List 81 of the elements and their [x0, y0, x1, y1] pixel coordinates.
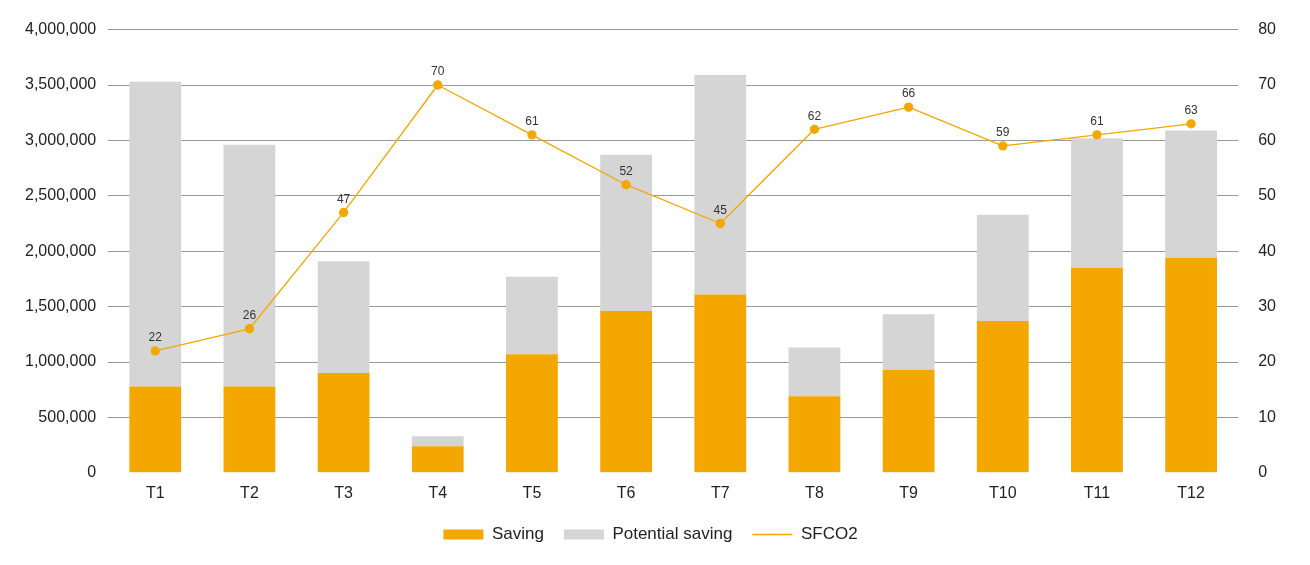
y2-tick-label: 50: [1258, 186, 1277, 204]
bar: [506, 276, 558, 355]
point: [433, 80, 443, 90]
point: [150, 346, 160, 356]
bar: [788, 347, 841, 397]
bar: [317, 261, 370, 374]
y-tick-label: 1,000,000: [24, 352, 97, 370]
y2-tick-label: 80: [1258, 20, 1277, 38]
data-label: 59: [996, 125, 1010, 140]
data-label: 62: [807, 108, 822, 123]
point: [715, 218, 725, 229]
y2-tick-label: 40: [1258, 241, 1277, 259]
point: [527, 130, 537, 140]
data-label: 61: [1090, 114, 1104, 129]
x-tick-label: T5: [522, 483, 542, 501]
x-tick-label: T10: [988, 483, 1017, 501]
point: [1092, 130, 1102, 140]
y-tick-label: 0: [87, 463, 97, 481]
point: [621, 180, 631, 190]
x-tick-label: T8: [805, 483, 824, 501]
legend-label: Saving: [491, 524, 544, 544]
y2-tick-label: 30: [1258, 297, 1277, 315]
bar: [694, 294, 747, 473]
y-tick-label: 1,500,000: [24, 297, 97, 315]
point: [1186, 119, 1196, 129]
bar: [317, 373, 370, 473]
bar: [1071, 267, 1123, 473]
bar: [411, 436, 464, 447]
bar: [788, 396, 841, 473]
bar: [506, 354, 558, 473]
bar: [882, 369, 935, 473]
y-tick-label: 500,000: [38, 407, 97, 425]
y-tick-label: 2,500,000: [24, 186, 97, 204]
bar: [976, 214, 1029, 321]
point: [244, 324, 255, 334]
bar: [882, 314, 935, 370]
point: [338, 207, 349, 218]
x-tick-label: T12: [1177, 483, 1205, 501]
x-tick-label: T11: [1083, 483, 1111, 501]
data-label: 22: [148, 330, 163, 345]
x-tick-label: T7: [710, 483, 730, 501]
x-tick-label: T6: [616, 483, 636, 501]
y2-tick-label: 20: [1258, 352, 1277, 370]
bar: [223, 144, 276, 387]
x-tick-label: T1: [145, 483, 165, 501]
legend-label: Potential saving: [612, 524, 733, 544]
y-tick-label: 3,500,000: [24, 75, 97, 93]
y-tick-label: 3,000,000: [24, 130, 97, 148]
y2-tick-label: 0: [1258, 463, 1268, 481]
y2-tick-label: 60: [1258, 130, 1277, 148]
data-label: 26: [242, 308, 257, 323]
y-tick-label: 4,000,000: [24, 20, 97, 38]
bar: [129, 81, 182, 387]
bar: [600, 311, 652, 473]
legend-label: SFCO2: [800, 524, 858, 544]
y2-tick-label: 70: [1258, 75, 1277, 93]
x-tick-label: T4: [428, 483, 448, 501]
y2-tick-label: 10: [1258, 407, 1277, 425]
bar: [1071, 138, 1123, 268]
data-label: 70: [431, 64, 445, 79]
data-label: 52: [619, 164, 634, 179]
data-label: 66: [901, 86, 916, 101]
point: [998, 141, 1008, 151]
data-label: 45: [713, 202, 728, 217]
data-label: 63: [1184, 103, 1199, 118]
point: [903, 102, 914, 112]
bar: [976, 321, 1029, 473]
bar: [1165, 257, 1218, 473]
x-tick-label: T9: [899, 483, 919, 501]
point: [809, 124, 820, 134]
data-label: 61: [525, 114, 539, 129]
bar: [694, 75, 747, 295]
x-tick-label: T3: [334, 483, 354, 501]
bar: [129, 386, 182, 473]
x-tick-label: T2: [240, 483, 259, 501]
bar: [223, 386, 276, 473]
bar: [600, 154, 652, 312]
bar: [411, 446, 464, 473]
y-tick-label: 2,000,000: [24, 241, 97, 259]
data-label: 47: [336, 191, 351, 206]
bar: [1165, 130, 1218, 258]
